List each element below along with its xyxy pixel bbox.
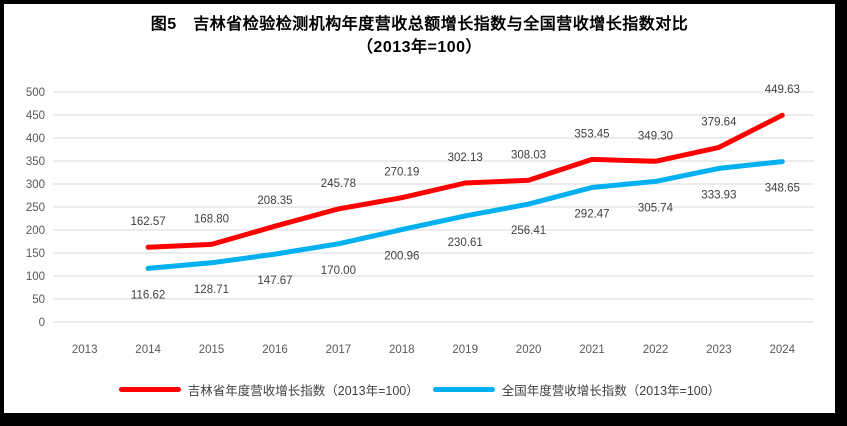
x-tick-label: 2022 xyxy=(643,344,669,356)
series-1: 116.62 128.71 147.67 170.00 200.96 230.61 256.… xyxy=(131,159,800,302)
y-tick-label: 50 xyxy=(32,294,45,306)
y-tick-label: 300 xyxy=(26,179,45,191)
gridlines xyxy=(53,91,814,323)
y-axis-labels: 0 50 100 150 200 250 300 350 400 450 500 xyxy=(26,87,45,329)
series-line xyxy=(145,159,785,271)
y-tick-label: 150 xyxy=(26,248,45,260)
y-tick-label: 450 xyxy=(26,110,45,122)
x-tick-label: 2015 xyxy=(199,344,225,356)
y-tick-label: 500 xyxy=(26,87,45,99)
data-label: 305.74 xyxy=(638,202,674,214)
y-tick-label: 200 xyxy=(26,225,45,237)
data-label: 449.63 xyxy=(765,84,800,96)
y-tick-label: 100 xyxy=(26,271,45,283)
legend: 吉林省年度营收增长指数（2013年=100） 全国年度营收增长指数（2013年=1… xyxy=(4,378,835,400)
legend-label: 吉林省年度营收增长指数（2013年=100） xyxy=(187,383,419,398)
data-label: 379.64 xyxy=(701,116,737,128)
data-label: 245.78 xyxy=(321,178,356,190)
legend-item: 全国年度营收增长指数（2013年=100） xyxy=(432,380,721,399)
data-label: 292.47 xyxy=(574,209,609,221)
data-label: 230.61 xyxy=(448,237,483,249)
legend-line-swatch xyxy=(432,386,495,392)
data-label: 333.93 xyxy=(701,189,736,201)
chart-title-line2: （2013年=100） xyxy=(356,39,483,56)
data-label: 162.57 xyxy=(131,216,166,228)
x-tick-label: 2019 xyxy=(452,344,478,356)
data-label: 302.13 xyxy=(448,152,483,164)
data-label: 147.67 xyxy=(257,275,292,287)
chart-title-line1: 图5 吉林省检验检测机构年度营收总额增长指数与全国营收增长指数对比 xyxy=(150,16,689,33)
series-line xyxy=(145,112,785,250)
chart-title: 图5 吉林省检验检测机构年度营收总额增长指数与全国营收增长指数对比 （2013年… xyxy=(4,13,835,59)
data-labels: 116.62 128.71 147.67 170.00 200.96 230.61 256.… xyxy=(131,183,800,302)
legend-line-swatch xyxy=(118,386,181,392)
x-tick-label: 2014 xyxy=(135,344,161,356)
y-tick-label: 350 xyxy=(26,156,45,168)
x-tick-label: 2023 xyxy=(706,344,732,356)
series-0: 162.57 168.80 208.35 245.78 270.19 302.13 308.… xyxy=(131,84,800,250)
data-label: 116.62 xyxy=(131,289,165,301)
data-label: 170.00 xyxy=(321,265,356,277)
x-axis-labels: 2013 2014 2015 2016 2017 2018 2019 2020 2021 2022… xyxy=(72,344,796,356)
data-label: 208.35 xyxy=(257,195,292,207)
legend-label: 全国年度营收增长指数（2013年=100） xyxy=(501,383,721,398)
y-tick-label: 250 xyxy=(26,202,45,214)
data-label: 200.96 xyxy=(384,251,419,263)
data-labels: 162.57 168.80 208.35 245.78 270.19 302.13 308.… xyxy=(131,84,800,228)
data-label: 348.65 xyxy=(765,183,800,195)
data-label: 128.71 xyxy=(194,284,229,296)
data-label: 168.80 xyxy=(194,213,229,225)
y-tick-label: 400 xyxy=(26,133,45,145)
data-label: 308.03 xyxy=(511,149,546,161)
x-tick-label: 2018 xyxy=(389,344,415,356)
x-tick-label: 2016 xyxy=(262,344,288,356)
y-tick-label: 0 xyxy=(39,317,45,329)
legend-item: 吉林省年度营收增长指数（2013年=100） xyxy=(118,380,419,399)
data-label: 270.19 xyxy=(384,167,419,179)
x-tick-label: 2021 xyxy=(579,344,605,356)
data-label: 353.45 xyxy=(574,128,609,140)
x-tick-label: 2024 xyxy=(770,344,796,356)
data-label: 256.41 xyxy=(511,225,546,237)
data-label: 349.30 xyxy=(638,130,673,142)
x-tick-label: 2017 xyxy=(326,344,352,356)
x-tick-label: 2013 xyxy=(72,344,98,356)
x-tick-label: 2020 xyxy=(516,344,542,356)
